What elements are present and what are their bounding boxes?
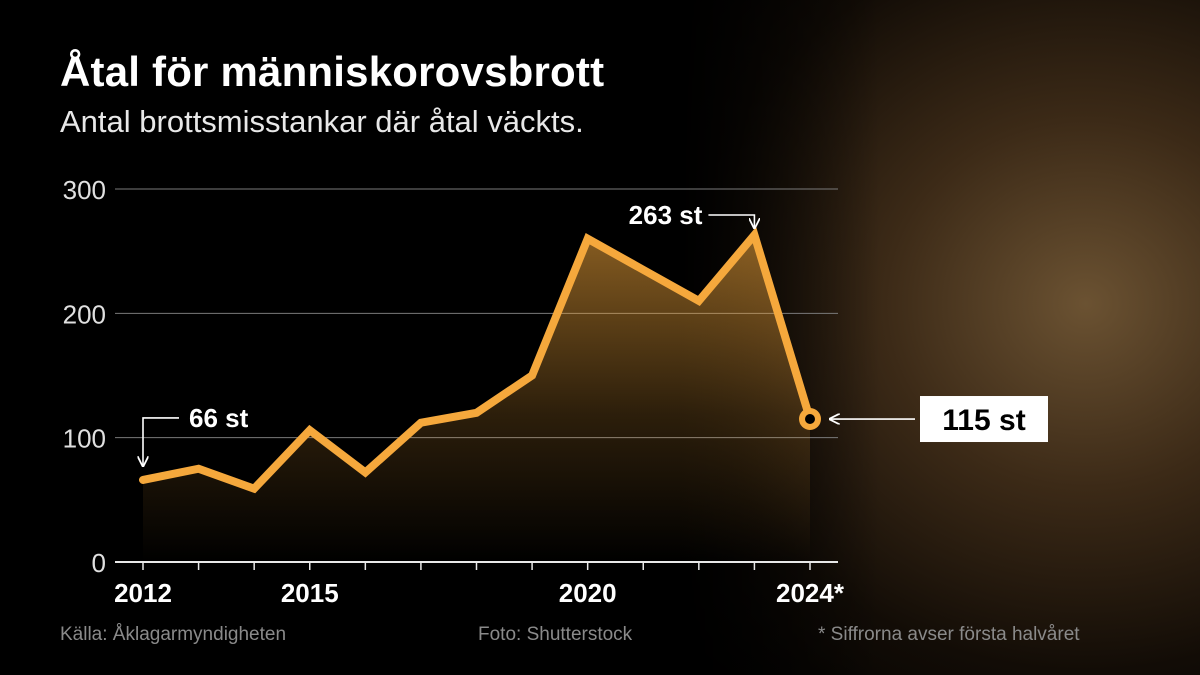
y-tick-label-100: 100 bbox=[63, 424, 106, 454]
source-credit: Källa: Åklagarmyndigheten bbox=[60, 624, 287, 645]
chart-subtitle: Antal brottsmisstankar där åtal väckts. bbox=[60, 104, 584, 139]
x-axis: 2012 2015 2020 2024* bbox=[114, 561, 845, 608]
x-tick-label-2020: 2020 bbox=[559, 578, 617, 608]
x-tick-label-2015: 2015 bbox=[281, 578, 339, 608]
area-fill bbox=[143, 235, 810, 562]
x-tick-label-2012: 2012 bbox=[114, 578, 172, 608]
y-tick-label-0: 0 bbox=[92, 548, 106, 578]
annotation-label-2012: 66 st bbox=[189, 403, 249, 433]
data-point-2021 bbox=[642, 268, 645, 271]
data-point-2014 bbox=[253, 487, 256, 490]
data-point-2012 bbox=[142, 478, 144, 481]
photo-credit: Foto: Shutterstock bbox=[478, 624, 633, 645]
data-point-2022 bbox=[697, 299, 700, 302]
y-tick-label-200: 200 bbox=[63, 299, 106, 329]
data-point-2013 bbox=[197, 467, 200, 470]
annotation-label-2023: 263 st bbox=[629, 200, 703, 230]
data-point-2015 bbox=[308, 429, 311, 432]
annotations: 66 st 263 st 115 st bbox=[143, 200, 1048, 466]
data-point-2016 bbox=[364, 471, 367, 474]
data-point-2017 bbox=[419, 421, 422, 424]
data-point-2023 bbox=[753, 234, 756, 237]
area-under-line bbox=[143, 235, 810, 562]
chart-title: Åtal för människorovsbrott bbox=[60, 48, 605, 95]
data-line bbox=[139, 226, 821, 494]
annotation-arrow-2023 bbox=[708, 214, 754, 228]
y-tick-label-300: 300 bbox=[63, 175, 106, 205]
data-point-2018 bbox=[475, 411, 478, 414]
footnote: * Siffrorna avser första halvåret bbox=[818, 624, 1080, 645]
data-point-2019 bbox=[531, 374, 534, 377]
annotation-label-2024: 115 st bbox=[942, 404, 1025, 437]
data-point-2020 bbox=[586, 237, 589, 240]
x-tick-label-2024: 2024* bbox=[776, 578, 845, 608]
annotation-arrow-2012 bbox=[143, 417, 179, 466]
end-point-marker-inner bbox=[805, 414, 815, 425]
annotation-box-2024 bbox=[920, 396, 1048, 443]
